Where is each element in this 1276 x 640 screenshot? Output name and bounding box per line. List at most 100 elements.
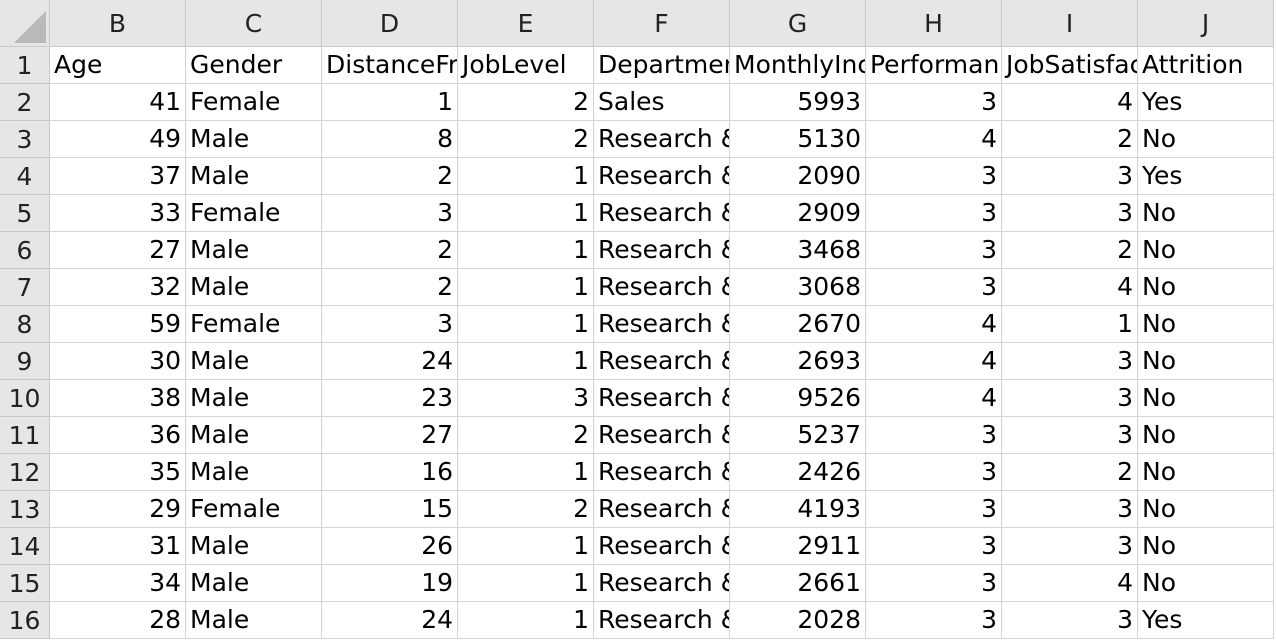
row-header-9[interactable]: 9 — [0, 343, 50, 380]
table-cell[interactable]: 1 — [458, 343, 594, 380]
table-cell[interactable]: 5993 — [730, 84, 866, 121]
header-cell-c[interactable]: Gender — [186, 47, 322, 84]
table-cell[interactable]: Research & — [594, 121, 730, 158]
row-header-14[interactable]: 14 — [0, 528, 50, 565]
table-cell[interactable]: 2090 — [730, 158, 866, 195]
table-cell[interactable]: 34 — [50, 565, 186, 602]
table-cell[interactable]: 4 — [866, 306, 1002, 343]
table-cell[interactable]: 4193 — [730, 491, 866, 528]
table-cell[interactable]: 3 — [458, 380, 594, 417]
table-cell[interactable]: 3 — [322, 306, 458, 343]
table-cell[interactable]: 1 — [458, 195, 594, 232]
table-cell[interactable]: 4 — [1002, 565, 1138, 602]
table-cell[interactable]: Research & — [594, 454, 730, 491]
table-cell[interactable]: No — [1138, 121, 1274, 158]
table-cell[interactable]: 1 — [458, 232, 594, 269]
table-cell[interactable]: No — [1138, 454, 1274, 491]
column-header-c[interactable]: C — [186, 0, 322, 47]
table-cell[interactable]: 2 — [1002, 454, 1138, 491]
table-cell[interactable]: 15 — [322, 491, 458, 528]
table-cell[interactable]: No — [1138, 195, 1274, 232]
table-cell[interactable]: Yes — [1138, 602, 1274, 639]
table-cell[interactable]: Male — [186, 269, 322, 306]
row-header-11[interactable]: 11 — [0, 417, 50, 454]
header-cell-f[interactable]: Departmer — [594, 47, 730, 84]
table-cell[interactable]: 1 — [322, 84, 458, 121]
column-header-j[interactable]: J — [1138, 0, 1274, 47]
table-cell[interactable]: 24 — [322, 602, 458, 639]
table-cell[interactable]: 38 — [50, 380, 186, 417]
table-cell[interactable]: 1 — [458, 565, 594, 602]
table-cell[interactable]: 3 — [1002, 417, 1138, 454]
table-cell[interactable]: 9526 — [730, 380, 866, 417]
row-header-5[interactable]: 5 — [0, 195, 50, 232]
table-cell[interactable]: 29 — [50, 491, 186, 528]
table-cell[interactable]: 2670 — [730, 306, 866, 343]
table-cell[interactable]: 3 — [1002, 491, 1138, 528]
header-cell-h[interactable]: Performan — [866, 47, 1002, 84]
table-cell[interactable]: No — [1138, 269, 1274, 306]
table-cell[interactable]: 2426 — [730, 454, 866, 491]
table-cell[interactable]: Male — [186, 565, 322, 602]
row-header-1[interactable]: 1 — [0, 47, 50, 84]
table-cell[interactable]: 3 — [866, 269, 1002, 306]
header-cell-i[interactable]: JobSatisfac — [1002, 47, 1138, 84]
table-cell[interactable]: 2661 — [730, 565, 866, 602]
table-cell[interactable]: 1 — [458, 528, 594, 565]
table-cell[interactable]: 27 — [322, 417, 458, 454]
table-cell[interactable]: Male — [186, 121, 322, 158]
table-cell[interactable]: Yes — [1138, 158, 1274, 195]
header-cell-b[interactable]: Age — [50, 47, 186, 84]
row-header-15[interactable]: 15 — [0, 565, 50, 602]
table-cell[interactable]: No — [1138, 491, 1274, 528]
table-cell[interactable]: No — [1138, 417, 1274, 454]
table-cell[interactable]: Male — [186, 454, 322, 491]
table-cell[interactable]: 2911 — [730, 528, 866, 565]
table-cell[interactable]: Yes — [1138, 84, 1274, 121]
table-cell[interactable]: 3 — [322, 195, 458, 232]
table-cell[interactable]: 8 — [322, 121, 458, 158]
table-cell[interactable]: 19 — [322, 565, 458, 602]
table-cell[interactable]: 28 — [50, 602, 186, 639]
table-cell[interactable]: 5130 — [730, 121, 866, 158]
table-cell[interactable]: 4 — [1002, 269, 1138, 306]
row-header-13[interactable]: 13 — [0, 491, 50, 528]
table-cell[interactable]: Research & — [594, 232, 730, 269]
table-cell[interactable]: 4 — [866, 380, 1002, 417]
table-cell[interactable]: Male — [186, 343, 322, 380]
table-cell[interactable]: Research & — [594, 528, 730, 565]
table-cell[interactable]: 3468 — [730, 232, 866, 269]
table-cell[interactable]: 41 — [50, 84, 186, 121]
table-cell[interactable]: 3 — [866, 602, 1002, 639]
table-cell[interactable]: 31 — [50, 528, 186, 565]
header-cell-d[interactable]: DistanceFr — [322, 47, 458, 84]
row-header-8[interactable]: 8 — [0, 306, 50, 343]
row-header-16[interactable]: 16 — [0, 602, 50, 639]
table-cell[interactable]: 3 — [1002, 343, 1138, 380]
table-cell[interactable]: 27 — [50, 232, 186, 269]
table-cell[interactable]: Research & — [594, 158, 730, 195]
table-cell[interactable]: 2693 — [730, 343, 866, 380]
table-cell[interactable]: Sales — [594, 84, 730, 121]
table-cell[interactable]: 3 — [866, 195, 1002, 232]
row-header-10[interactable]: 10 — [0, 380, 50, 417]
table-cell[interactable]: 4 — [1002, 84, 1138, 121]
table-cell[interactable]: 2 — [458, 417, 594, 454]
table-cell[interactable]: 4 — [866, 343, 1002, 380]
table-cell[interactable]: Research & — [594, 602, 730, 639]
table-cell[interactable]: 36 — [50, 417, 186, 454]
table-cell[interactable]: 33 — [50, 195, 186, 232]
row-header-12[interactable]: 12 — [0, 454, 50, 491]
table-cell[interactable]: 3 — [866, 528, 1002, 565]
table-cell[interactable]: 3068 — [730, 269, 866, 306]
table-cell[interactable]: Research & — [594, 343, 730, 380]
table-cell[interactable]: Research & — [594, 306, 730, 343]
table-cell[interactable]: 3 — [1002, 602, 1138, 639]
table-cell[interactable]: Male — [186, 158, 322, 195]
table-cell[interactable]: 26 — [322, 528, 458, 565]
select-all-corner[interactable] — [0, 0, 50, 47]
table-cell[interactable]: 4 — [866, 121, 1002, 158]
table-cell[interactable]: 5237 — [730, 417, 866, 454]
column-header-h[interactable]: H — [866, 0, 1002, 47]
row-header-4[interactable]: 4 — [0, 158, 50, 195]
